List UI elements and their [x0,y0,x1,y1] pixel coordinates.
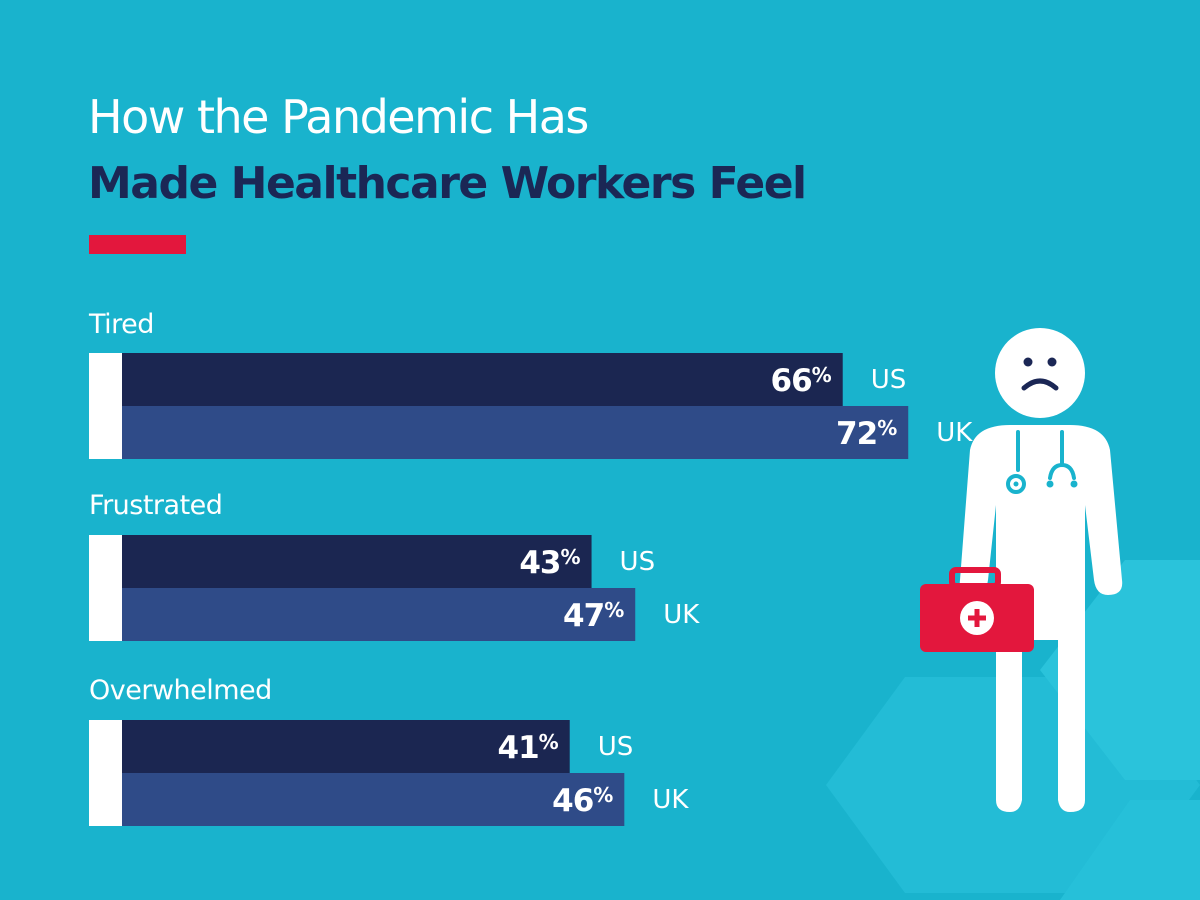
data-label: 41% [498,730,559,766]
series-label: UK [936,418,973,448]
data-label-suffix: % [561,545,581,569]
title-accent-bar [89,235,186,254]
data-label: 43% [519,545,580,581]
data-label: 47% [563,598,624,634]
data-label-value: 41 [498,730,539,766]
category-label: Frustrated [89,490,222,521]
series-label: US [598,732,634,762]
data-label-value: 72 [836,416,877,452]
first-aid-kit [920,567,1034,652]
doctor-figure [959,328,1123,812]
data-label-suffix: % [604,598,624,622]
category-label: Tired [88,309,154,340]
doctor-body [959,425,1123,812]
data-label-value: 43 [519,545,560,581]
data-label-value: 46 [552,783,593,819]
bar-uk [122,406,909,459]
sad-face-icon [1021,357,1059,391]
bar-group-cap [89,720,122,826]
bar-uk [122,773,625,826]
series-label: US [871,365,907,395]
series-label: US [620,547,656,577]
bar-us [122,720,570,773]
data-label: 66% [771,363,832,399]
background-hexagon [1040,560,1200,780]
bar-group-cap [89,535,122,641]
bar-us [122,535,592,588]
data-label-suffix: % [812,363,832,387]
bar-us [122,353,843,406]
series-label: UK [663,600,700,630]
data-label-suffix: % [539,730,559,754]
background-hexagon [1060,800,1200,900]
bar-uk [122,588,636,641]
chart-title-line1: How the Pandemic Has [88,90,589,144]
data-label: 72% [836,416,897,452]
data-label-suffix: % [877,416,897,440]
medical-cross-icon [968,609,986,627]
chart-title-line2: Made Healthcare Workers Feel [88,158,807,209]
sad-doctor-illustration [920,328,1123,812]
doctor-head [995,328,1085,418]
data-label: 46% [552,783,613,819]
data-label-value: 47 [563,598,604,634]
stethoscope-icon [1016,430,1076,480]
series-label: UK [652,785,689,815]
category-label: Overwhelmed [89,675,272,706]
data-label-suffix: % [593,783,613,807]
bar-group-cap [89,353,122,459]
data-label-value: 66 [771,363,812,399]
